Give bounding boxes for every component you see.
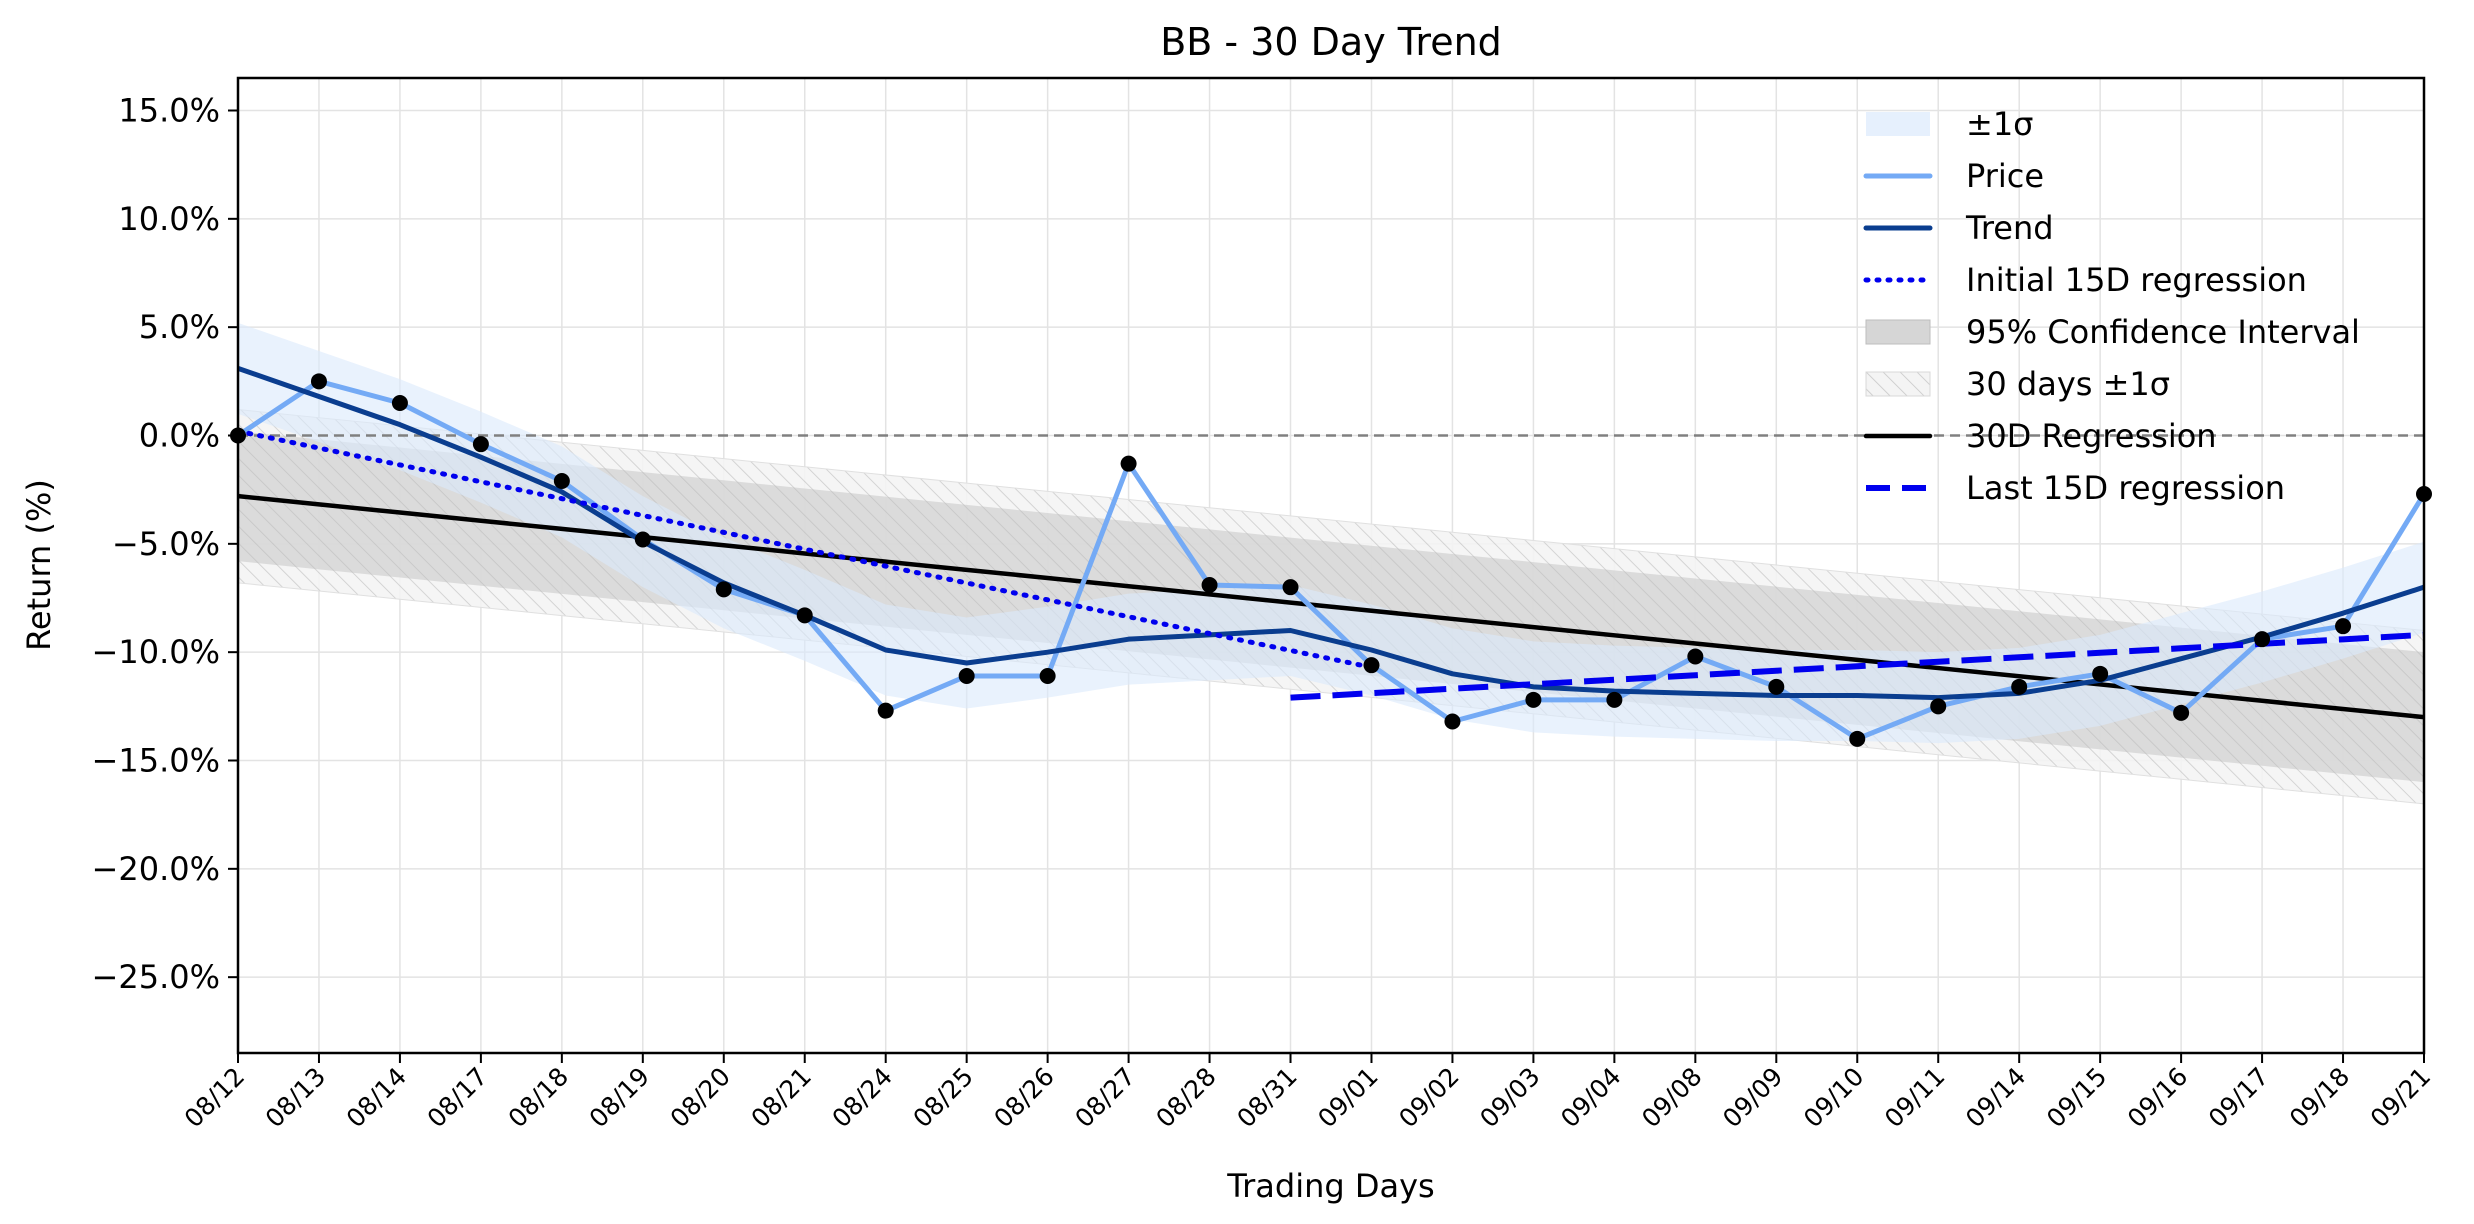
x-tick-label: 09/09 [1717, 1062, 1788, 1133]
x-tick-label: 09/14 [1960, 1062, 2031, 1133]
legend-label: 30 days ±1σ [1966, 365, 2170, 403]
legend-entry: Price [1863, 157, 2044, 195]
x-tick-label: 09/04 [1555, 1062, 1626, 1133]
legend-entry: 30D Regression [1863, 417, 2217, 455]
series-lines [238, 365, 2424, 742]
price-point [1363, 657, 1380, 674]
legend-entry: 95% Confidence Interval [1865, 313, 2360, 351]
x-tick-label: 09/10 [1798, 1062, 1869, 1133]
price-point [1120, 455, 1137, 472]
legend-swatch [1865, 371, 1931, 397]
price-point [1282, 579, 1299, 596]
x-tick-label: 08/28 [1150, 1062, 1221, 1133]
legend-label: Price [1966, 157, 2044, 195]
band-1 [238, 322, 2424, 744]
price-point [1444, 713, 1461, 730]
legend-entry: Trend [1863, 209, 2054, 247]
x-tick-label: 09/21 [2365, 1062, 2436, 1133]
price-point [1606, 691, 1623, 708]
price-point [1930, 698, 1947, 715]
x-tick-label: 08/14 [341, 1062, 412, 1133]
x-tick-label: 08/12 [179, 1062, 250, 1133]
price-point [2254, 631, 2271, 648]
y-tick-label: −20.0% [92, 850, 220, 888]
chart-title: BB - 30 Day Trend [1160, 20, 1502, 64]
legend-swatch [1866, 112, 1930, 136]
y-tick-label: 5.0% [139, 308, 220, 346]
price-point [1039, 668, 1056, 684]
x-tick-label: 08/25 [907, 1062, 978, 1133]
y-tick-label: −10.0% [92, 633, 220, 671]
legend-label: Trend [1965, 209, 2054, 247]
price-points [230, 373, 2432, 747]
legend-label: 30D Regression [1966, 417, 2217, 455]
x-tick-label: 08/20 [665, 1062, 736, 1133]
legend: ±1σ Price Trend Initial 15D regression 95% C… [1863, 105, 2360, 507]
y-tick-label: 15.0% [118, 92, 220, 130]
price-point [553, 473, 570, 489]
x-tick-label: 08/24 [826, 1062, 897, 1133]
y-axis-title: Return (%) [20, 479, 58, 651]
price-point [2011, 678, 2028, 695]
x-tick-label: 09/18 [2284, 1062, 2355, 1133]
price-point [2092, 665, 2109, 682]
series-line-price [238, 378, 2424, 742]
price-point [1201, 577, 1218, 593]
legend-label: Last 15D regression [1966, 469, 2285, 507]
price-point [1849, 730, 1866, 747]
x-tick-label: 08/26 [988, 1062, 1059, 1133]
legend-entry: 30 days ±1σ [1865, 365, 2170, 403]
x-tick-label: 09/15 [2041, 1062, 2112, 1133]
x-tick-label: 08/13 [260, 1062, 331, 1133]
x-tick-label: 09/11 [1879, 1062, 1950, 1133]
price-point [1525, 691, 1542, 708]
price-point [391, 395, 408, 411]
price-point [2173, 704, 2190, 721]
y-tick-label: −25.0% [92, 958, 220, 996]
y-tick-label: 10.0% [118, 200, 220, 238]
price-point [715, 581, 732, 598]
price-point [958, 668, 975, 684]
legend-entry: ±1σ [1866, 105, 2033, 143]
series-line-trend [238, 365, 2424, 701]
price-point [796, 607, 813, 624]
x-tick-label: 08/31 [1231, 1062, 1302, 1133]
axes [236, 76, 2426, 1055]
x-tick-label: 08/27 [1069, 1062, 1140, 1133]
series-line-last-15d-regression [1290, 631, 2424, 701]
x-axis-title: Trading Days [1226, 1167, 1434, 1205]
x-tick-label: 08/21 [746, 1062, 817, 1133]
x-tick-label: 09/08 [1636, 1062, 1707, 1133]
price-point [1687, 648, 1704, 665]
x-tick-label: 09/03 [1474, 1062, 1545, 1133]
y-tick-label: −15.0% [92, 742, 220, 780]
legend-label: 95% Confidence Interval [1966, 313, 2360, 351]
x-tick-label: 09/17 [2203, 1062, 2274, 1133]
x-tick-label: 09/01 [1312, 1062, 1383, 1133]
price-point [1768, 678, 1785, 695]
legend-entry: Last 15D regression [1866, 469, 2285, 507]
legend-swatch [1865, 319, 1931, 345]
price-point [2335, 618, 2352, 635]
price-point [472, 436, 489, 453]
y-tick-label: 0.0% [139, 417, 220, 455]
plot-frame [236, 76, 2426, 1055]
legend-label: Initial 15D regression [1966, 261, 2307, 299]
price-point [877, 702, 894, 719]
legend-label: ±1σ [1966, 105, 2033, 143]
x-tick-label: 08/17 [422, 1062, 493, 1133]
x-tick-label: 08/19 [584, 1062, 655, 1133]
price-point [634, 531, 651, 548]
x-tick-label: 08/18 [503, 1062, 574, 1133]
price-point [310, 373, 327, 390]
y-tick-label: −5.0% [112, 525, 220, 563]
x-tick-label: 09/02 [1393, 1062, 1464, 1133]
x-tick-label: 09/16 [2122, 1062, 2193, 1133]
legend-entry: Initial 15D regression [1863, 261, 2307, 299]
